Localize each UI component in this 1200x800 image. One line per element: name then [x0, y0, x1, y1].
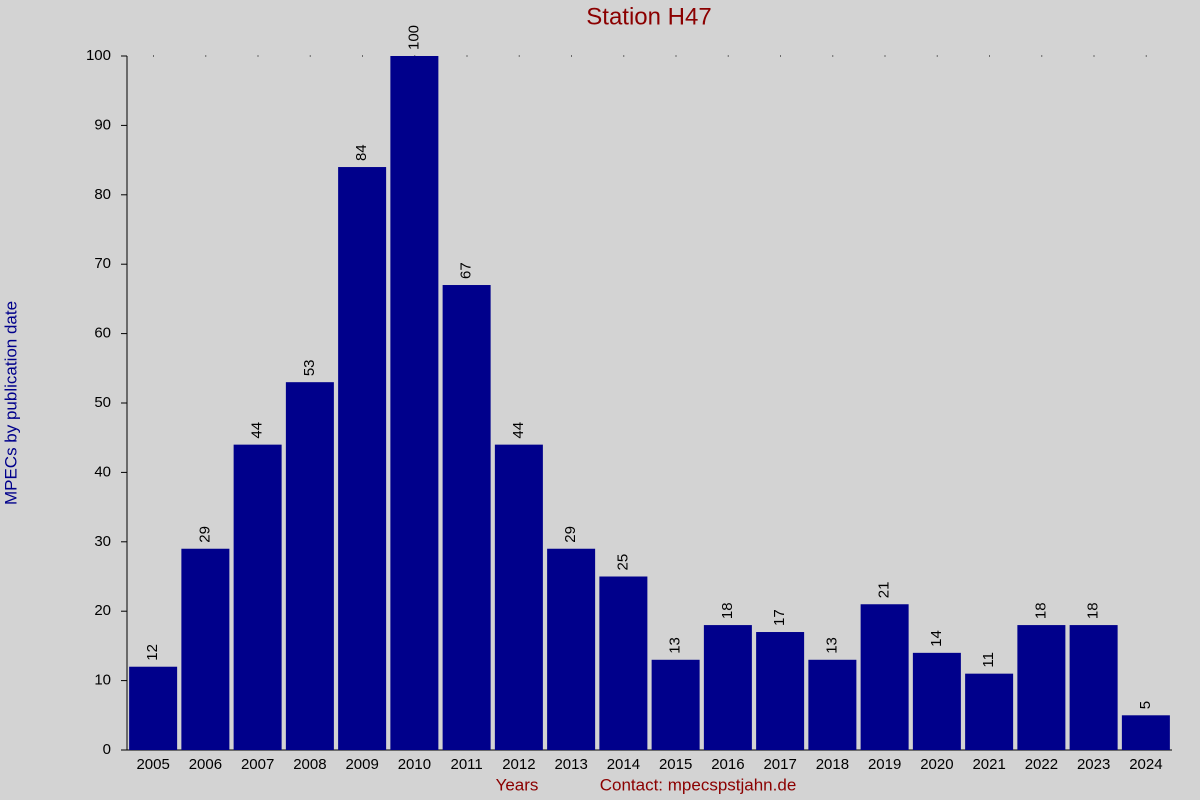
y-tick-label: 10 — [94, 672, 111, 689]
x-tick-label: 2012 — [502, 756, 535, 773]
value-label: 29 — [562, 526, 579, 543]
x-tick-label: 2010 — [398, 756, 431, 773]
y-tick-label: 100 — [86, 47, 111, 64]
value-label: 67 — [458, 262, 475, 279]
bar — [756, 632, 805, 750]
x-tick-label: 2011 — [450, 756, 482, 773]
x-tick-label: 2017 — [763, 756, 796, 773]
bar — [599, 576, 648, 750]
y-axis-label: MPECs by publication date — [1, 301, 20, 505]
bar — [494, 444, 543, 750]
bar — [1121, 715, 1170, 750]
bar — [651, 659, 700, 750]
value-label: 14 — [928, 630, 945, 647]
value-label: 44 — [249, 422, 266, 439]
y-tick-label: 60 — [94, 325, 111, 342]
value-label: 29 — [196, 526, 213, 543]
bar — [442, 285, 491, 750]
y-tick-label: 20 — [94, 602, 111, 619]
y-tick-label: 40 — [94, 463, 111, 480]
x-tick-label: 2015 — [659, 756, 692, 773]
x-tick-label: 2023 — [1077, 756, 1110, 773]
x-tick-label: 2013 — [554, 756, 587, 773]
x-tick-label: 2006 — [189, 756, 222, 773]
x-tick-label: 2020 — [920, 756, 953, 773]
bar — [1017, 625, 1066, 750]
chart-title: Station H47 — [586, 3, 711, 30]
x-tick-label: 2022 — [1025, 756, 1058, 773]
x-tick-label: 2021 — [972, 756, 1005, 773]
bar — [1069, 625, 1118, 750]
value-label: 5 — [1137, 701, 1154, 709]
bar — [285, 382, 334, 750]
x-tick-label: 2014 — [607, 756, 640, 773]
value-label: 18 — [719, 602, 736, 619]
value-label: 84 — [353, 144, 370, 161]
bar — [912, 652, 961, 750]
value-label: 44 — [510, 422, 527, 439]
y-tick-label: 0 — [103, 741, 111, 758]
value-label: 53 — [301, 359, 318, 376]
x-tick-label: 2007 — [241, 756, 274, 773]
value-label: 100 — [405, 25, 422, 50]
bar — [703, 625, 752, 750]
bar — [965, 673, 1014, 750]
value-label: 18 — [1085, 602, 1102, 619]
bar — [129, 666, 178, 750]
bar — [808, 659, 857, 750]
y-tick-label: 70 — [94, 255, 111, 272]
x-axis-label: Years — [496, 775, 539, 794]
x-tick-label: 2018 — [816, 756, 849, 773]
y-tick-label: 30 — [94, 533, 111, 550]
value-label: 11 — [980, 652, 997, 668]
x-tick-label: 2019 — [868, 756, 901, 773]
x-tick-label: 2008 — [293, 756, 326, 773]
y-tick-label: 90 — [94, 116, 111, 133]
bar — [860, 604, 909, 750]
y-tick-label: 50 — [94, 394, 111, 411]
x-tick-label: 2009 — [345, 756, 378, 773]
x-tick-label: 2005 — [136, 756, 169, 773]
value-label: 12 — [144, 644, 161, 661]
value-label: 13 — [823, 637, 840, 654]
bar — [547, 548, 596, 750]
value-label: 18 — [1032, 602, 1049, 619]
x-tick-label: 2016 — [711, 756, 744, 773]
bar — [181, 548, 230, 750]
x-tick-label: 2024 — [1129, 756, 1162, 773]
bar — [233, 444, 282, 750]
value-label: 25 — [614, 554, 631, 571]
bar — [338, 167, 387, 751]
value-label: 17 — [771, 609, 788, 626]
y-tick-label: 80 — [94, 186, 111, 203]
contact: Contact: mpecspstjahn.de — [600, 775, 797, 794]
bar — [390, 56, 439, 750]
value-label: 21 — [876, 582, 893, 599]
value-label: 13 — [667, 637, 684, 654]
